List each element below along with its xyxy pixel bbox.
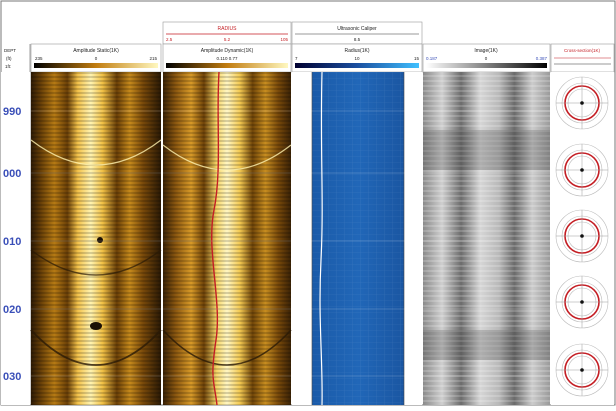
track2-top-max: 105 <box>280 37 288 42</box>
track2-top-mid: 5.2 <box>224 37 231 42</box>
depth-label-3: 010 <box>3 236 21 248</box>
cross-section-center <box>580 234 584 238</box>
track3-top-title: Ultrasonic Caliper <box>337 26 377 32</box>
depth-gridlines <box>31 110 550 377</box>
image-track <box>423 72 550 405</box>
depth-header-label: DEPT <box>4 48 16 53</box>
radius-curve <box>211 71 220 406</box>
feature-marker <box>90 322 102 330</box>
cross-section-center <box>580 368 584 372</box>
cross-section-center <box>580 300 584 304</box>
track5-title: Cross-section(1K) <box>564 48 601 53</box>
cross-section-plot <box>555 343 609 397</box>
cross-section-track <box>551 72 614 405</box>
track4-colorbar <box>426 63 547 68</box>
track3-scale-max: 15 <box>414 56 420 61</box>
track2-top-title: RADIUS <box>218 26 238 32</box>
track1-colorbar <box>34 63 158 68</box>
header: DEPT (ft) 1ft: Amplitude Static(1K) 235 … <box>4 21 615 405</box>
cross-section-plot <box>555 76 609 130</box>
track3-top-value: 8.5 <box>354 37 361 42</box>
depth-scale-label: 1ft: <box>5 64 11 69</box>
track1-title: Amplitude Static(1K) <box>73 48 119 54</box>
depth-label-5: 030 <box>3 371 21 383</box>
radius-track <box>292 71 422 406</box>
depth-label-2: 000 <box>3 168 21 180</box>
track3-colorbar <box>295 63 419 68</box>
depth-track: 990 000 010 020 030 <box>1 72 30 405</box>
depth-label-1: 990 <box>3 106 21 118</box>
caliper-curve <box>319 71 323 406</box>
cross-section-plot <box>555 275 609 329</box>
track2-title: Amplitude Dynamic(1K) <box>201 48 254 54</box>
track4-scale-min: 0.187 <box>426 56 438 61</box>
depth-label-4: 020 <box>3 304 21 316</box>
cross-section-center <box>580 168 584 172</box>
amplitude-static-track <box>30 72 162 405</box>
track1-scale-min: 235 <box>35 56 43 61</box>
cross-section-plot <box>555 209 609 263</box>
track2-top-min: 2.5 <box>166 37 173 42</box>
depth-unit-label: (ft) <box>6 56 12 61</box>
track2-colorbar <box>166 63 288 68</box>
track1-scale-mid: 0 <box>95 56 98 61</box>
track3-scale-mid: 10 <box>354 56 360 61</box>
track4-scale-mid: 0 <box>485 56 488 61</box>
track2-scale: 0.110 0.77 <box>217 56 238 61</box>
track4-title: Image(1K) <box>474 48 498 54</box>
cross-section-plot <box>555 143 609 197</box>
track3-scale-min: 7 <box>295 56 298 61</box>
amplitude-dynamic-track <box>162 71 292 406</box>
cross-section-center <box>580 101 584 105</box>
track4-scale-max: 0.387 <box>536 56 548 61</box>
track1-scale-max: 215 <box>149 56 157 61</box>
track3-title: Radius(1K) <box>344 48 369 54</box>
